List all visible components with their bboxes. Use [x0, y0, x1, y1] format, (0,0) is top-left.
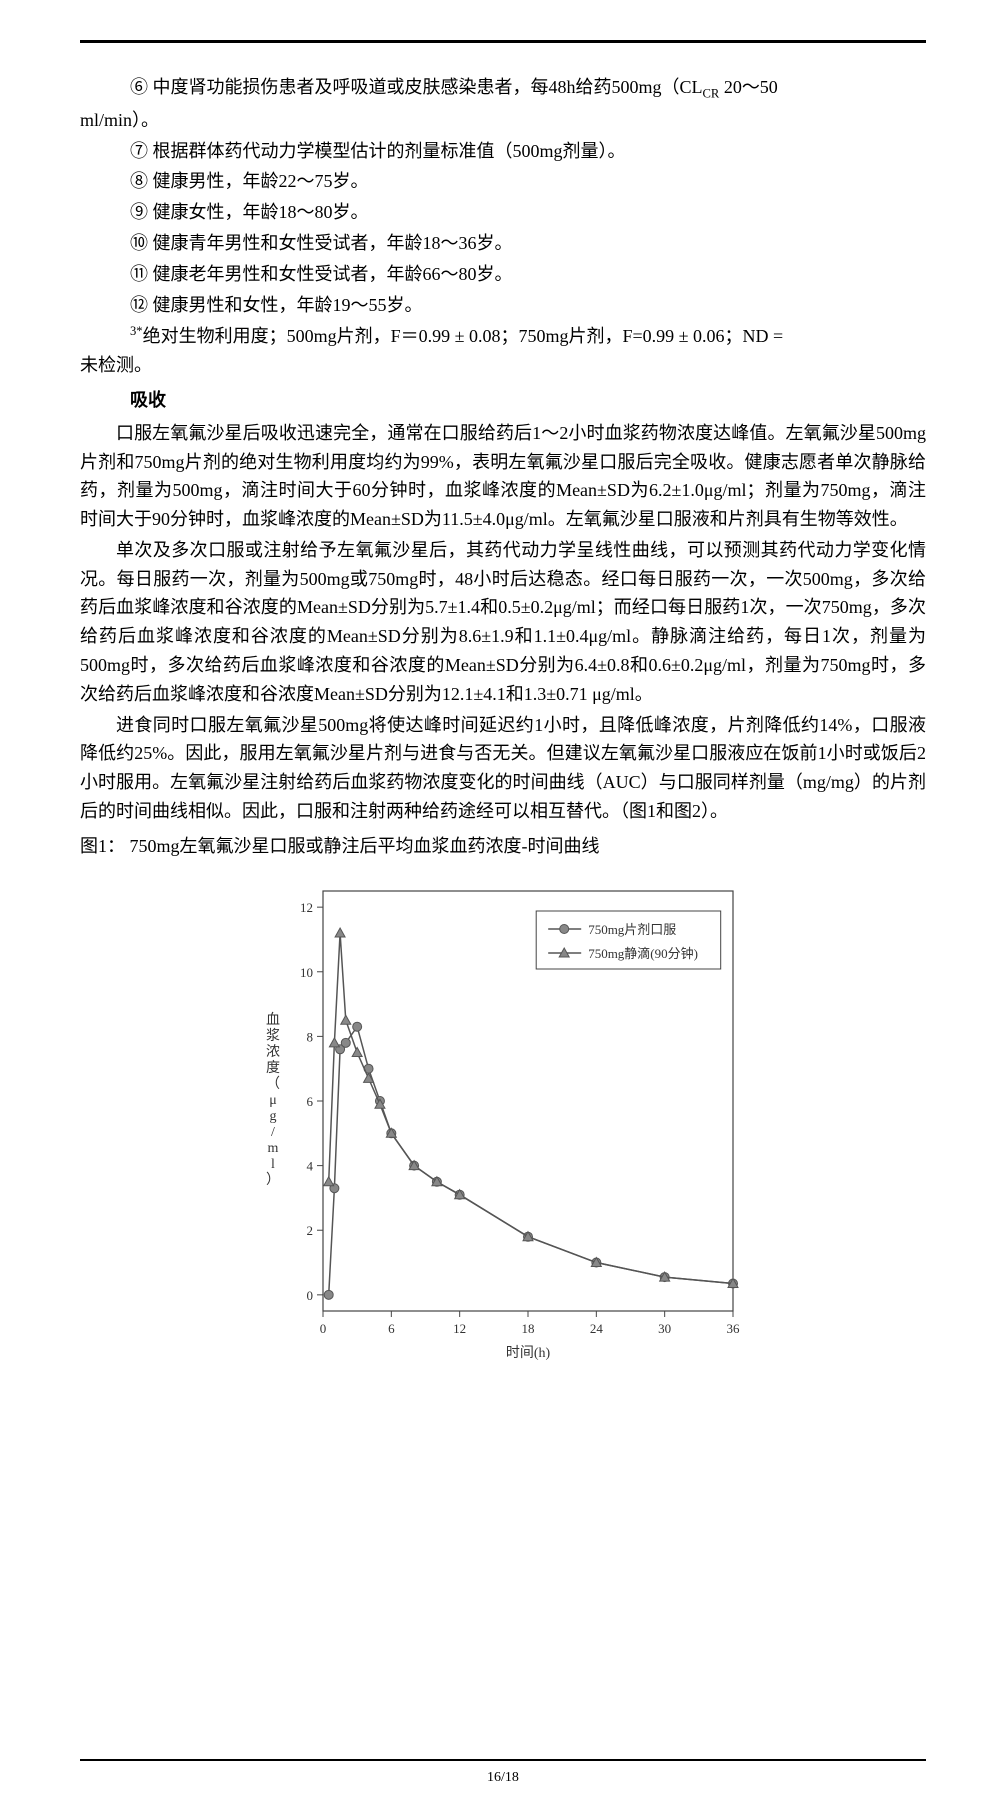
- svg-text:0: 0: [307, 1288, 314, 1303]
- list-item-8: ⑧ 健康男性，年龄22～75岁。: [130, 167, 926, 196]
- svg-text:24: 24: [590, 1321, 604, 1336]
- svg-text:750mg静滴(90分钟): 750mg静滴(90分钟): [588, 946, 698, 961]
- svg-text:度: 度: [266, 1060, 280, 1076]
- svg-text:6: 6: [388, 1321, 395, 1336]
- svg-text:8: 8: [307, 1029, 314, 1044]
- svg-text:18: 18: [522, 1321, 535, 1336]
- svg-text:2: 2: [307, 1223, 314, 1238]
- svg-text:/: /: [271, 1125, 275, 1140]
- paragraph-3: 进食同时口服左氧氟沙星500mg将使达峰时间延迟约1小时，且降低峰浓度，片剂降低…: [80, 711, 926, 826]
- svg-text:（: （: [266, 1076, 280, 1092]
- list-item-6: ⑥ 中度肾功能损伤患者及呼吸道或皮肤感染患者，每48h给药500mg（CLCR …: [130, 73, 926, 104]
- svg-text:0: 0: [320, 1321, 327, 1336]
- svg-text:l: l: [271, 1157, 275, 1172]
- figure-title: 图1： 750mg左氧氟沙星口服或静注后平均血浆血药浓度-时间曲线: [80, 832, 926, 861]
- svg-text:m: m: [268, 1141, 279, 1156]
- numbered-list-cont: ⑦ 根据群体药代动力学模型估计的剂量标准值（500mg剂量）。 ⑧ 健康男性，年…: [130, 137, 926, 320]
- svg-text:12: 12: [453, 1321, 466, 1336]
- page-number: 16/18: [80, 1767, 926, 1789]
- list-item-10: ⑩ 健康青年男性和女性受试者，年龄18～36岁。: [130, 229, 926, 258]
- bottom-rule: [80, 1759, 926, 1761]
- list-item-9: ⑨ 健康女性，年龄18～80岁。: [130, 198, 926, 227]
- list-item-7: ⑦ 根据群体药代动力学模型估计的剂量标准值（500mg剂量）。: [130, 137, 926, 166]
- svg-text:时间(h): 时间(h): [506, 1345, 551, 1361]
- paragraph-1: 口服左氧氟沙星后吸收迅速完全，通常在口服给药后1～2小时血浆药物浓度达峰值。左氧…: [80, 419, 926, 534]
- top-rule: [80, 40, 926, 43]
- svg-text:浓: 浓: [266, 1044, 280, 1060]
- footnote-line: 3*绝对生物利用度；500mg片剂，F＝0.99 ± 0.08；750mg片剂，…: [130, 321, 926, 351]
- svg-text:30: 30: [658, 1321, 671, 1336]
- svg-text:g: g: [270, 1109, 277, 1124]
- numbered-list: ⑥ 中度肾功能损伤患者及呼吸道或皮肤感染患者，每48h给药500mg（CLCR …: [130, 73, 926, 104]
- chart-container: 061218243036024681012时间(h)血浆浓度（μg/ml）750…: [253, 871, 753, 1380]
- pk-chart: 061218243036024681012时间(h)血浆浓度（μg/ml）750…: [253, 871, 753, 1371]
- section-heading: 吸收: [130, 386, 926, 415]
- list-item-12: ⑫ 健康男性和女性，年龄19～55岁。: [130, 291, 926, 320]
- svg-text:36: 36: [727, 1321, 741, 1336]
- footnote-cont: 未检测。: [80, 351, 926, 380]
- svg-text:）: ）: [266, 1172, 280, 1188]
- svg-text:750mg片剂口服: 750mg片剂口服: [588, 922, 676, 937]
- svg-text:10: 10: [300, 964, 313, 979]
- list-item-6-cont: ml/min）。: [80, 106, 926, 135]
- paragraph-2: 单次及多次口服或注射给予左氧氟沙星后，其药代动力学呈线性曲线，可以预测其药代动力…: [80, 536, 926, 709]
- svg-text:血: 血: [266, 1012, 280, 1028]
- svg-text:浆: 浆: [266, 1028, 280, 1044]
- svg-text:12: 12: [300, 900, 313, 915]
- list-item-11: ⑪ 健康老年男性和女性受试者，年龄66～80岁。: [130, 260, 926, 289]
- svg-text:4: 4: [307, 1158, 314, 1173]
- svg-text:μ: μ: [269, 1093, 277, 1108]
- svg-text:6: 6: [307, 1094, 314, 1109]
